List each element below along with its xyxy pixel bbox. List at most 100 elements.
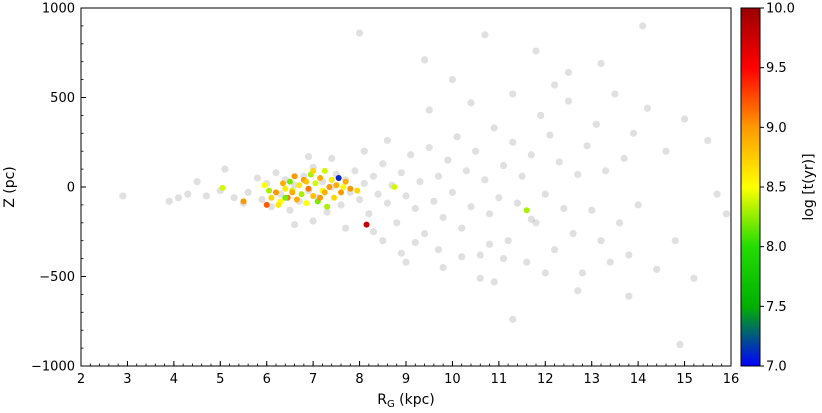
- background-point: [690, 274, 698, 282]
- background-point: [555, 158, 563, 166]
- background-point: [485, 210, 494, 218]
- background-point: [230, 194, 238, 202]
- background-point: [671, 237, 679, 245]
- x-tick-label: 10: [444, 372, 461, 387]
- cluster-point: [261, 182, 268, 189]
- background-point: [509, 90, 517, 98]
- cluster-point: [347, 185, 354, 192]
- background-point: [578, 269, 587, 277]
- background-point: [625, 292, 633, 300]
- cluster-point: [282, 194, 289, 201]
- background-point: [653, 265, 661, 273]
- colorbar-tick-label: 9.0: [766, 121, 787, 136]
- background-point: [439, 213, 447, 222]
- y-axis-title: Z (pc): [2, 166, 18, 208]
- x-axis-title-subscript: G: [387, 399, 395, 410]
- background-point: [564, 68, 573, 77]
- background-point: [272, 169, 280, 177]
- background-point: [541, 190, 549, 198]
- cluster-point: [335, 175, 342, 182]
- background-point: [355, 195, 364, 204]
- cluster-point: [331, 194, 338, 201]
- colorbar-tick-label: 8.5: [766, 181, 787, 196]
- x-tick-label: 11: [491, 372, 508, 387]
- cluster-point: [326, 184, 333, 190]
- cluster-point: [338, 189, 344, 196]
- cluster-point: [298, 191, 305, 198]
- background-point: [360, 179, 368, 188]
- x-tick-label: 14: [630, 372, 647, 387]
- cluster-point: [312, 180, 319, 187]
- x-axis-title-main: R: [377, 392, 387, 408]
- background-point: [597, 59, 605, 68]
- x-axis-title: RG (kpc): [377, 392, 435, 410]
- background-point: [639, 22, 647, 30]
- colorbar-tick-label: 9.5: [766, 61, 787, 76]
- y-tick-label: −500: [39, 270, 75, 285]
- background-point: [360, 147, 368, 155]
- background-point: [439, 263, 447, 272]
- background-point: [365, 210, 373, 218]
- background-point: [472, 147, 480, 155]
- background-point: [564, 97, 573, 105]
- cluster-point: [266, 187, 273, 194]
- cluster-point: [289, 189, 296, 196]
- background-point: [481, 31, 489, 39]
- background-point: [499, 161, 508, 170]
- cluster-point: [317, 175, 324, 182]
- cluster-point: [286, 178, 293, 185]
- background-point: [722, 210, 730, 218]
- background-point: [258, 195, 266, 204]
- cluster-point: [310, 167, 317, 174]
- background-point: [537, 111, 545, 119]
- background-point: [458, 253, 466, 261]
- background-point: [411, 238, 419, 247]
- background-point: [527, 215, 535, 223]
- background-point: [467, 99, 475, 107]
- cluster-point: [303, 178, 310, 185]
- cluster-point: [342, 178, 349, 185]
- cluster-point: [291, 173, 298, 180]
- background-point: [629, 129, 638, 137]
- background-point: [290, 220, 299, 229]
- background-point: [304, 152, 313, 161]
- cluster-point: [317, 194, 324, 201]
- background-point: [541, 269, 549, 277]
- background-point: [495, 194, 503, 202]
- background-point: [286, 206, 294, 214]
- y-tick-label: 1000: [42, 2, 75, 17]
- y-axis-ticks: 1000 500 0 −500 −1000: [31, 2, 86, 375]
- background-point: [444, 156, 452, 164]
- background-point: [602, 167, 610, 175]
- background-point: [402, 258, 410, 266]
- cluster-point: [363, 221, 370, 228]
- background-point: [583, 142, 591, 150]
- background-point: [434, 172, 443, 180]
- background-point: [411, 204, 419, 213]
- background-point: [532, 219, 540, 227]
- background-point: [434, 246, 443, 254]
- x-tick-label: 16: [723, 372, 740, 387]
- background-point: [397, 169, 405, 177]
- background-point: [481, 176, 489, 184]
- cluster-point: [391, 184, 398, 190]
- x-tick-label: 7: [309, 372, 317, 387]
- background-point: [574, 287, 582, 295]
- background-point: [606, 258, 614, 266]
- background-point: [676, 340, 684, 349]
- background-point: [309, 217, 317, 225]
- cluster-point: [219, 184, 226, 191]
- background-point: [290, 181, 299, 189]
- cluster-point: [321, 167, 328, 174]
- background-point: [611, 90, 619, 98]
- background-point: [523, 258, 531, 266]
- background-point: [504, 237, 512, 245]
- cluster-point: [523, 207, 530, 214]
- background-point: [588, 206, 596, 214]
- cluster-point: [279, 180, 286, 187]
- background-point: [662, 147, 670, 155]
- y-tick-label: −1000: [31, 360, 75, 375]
- cluster-point: [333, 182, 340, 189]
- background-point: [513, 199, 522, 207]
